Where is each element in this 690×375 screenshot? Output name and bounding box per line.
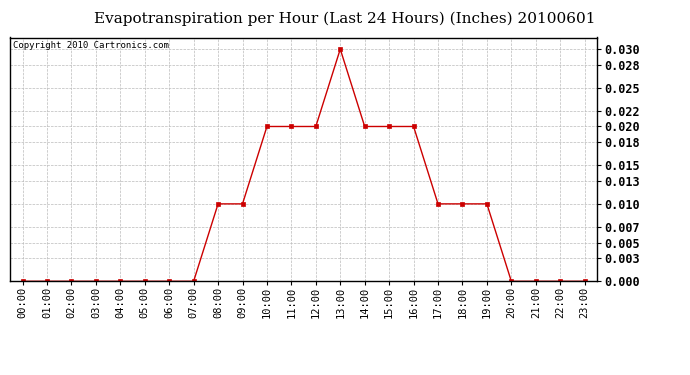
Text: Copyright 2010 Cartronics.com: Copyright 2010 Cartronics.com	[13, 41, 169, 50]
Text: Evapotranspiration per Hour (Last 24 Hours) (Inches) 20100601: Evapotranspiration per Hour (Last 24 Hou…	[95, 11, 595, 26]
